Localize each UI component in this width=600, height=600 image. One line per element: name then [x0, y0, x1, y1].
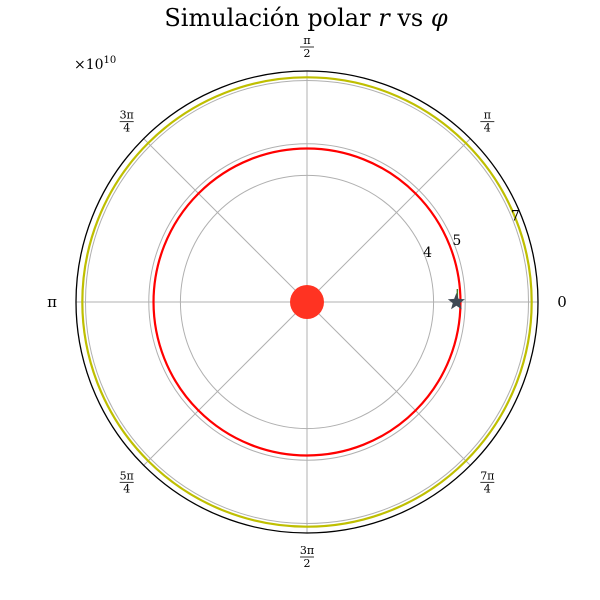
- radial-scale-offset-label: ×1010: [74, 55, 116, 73]
- angle-tick-numerator: 7π: [480, 469, 494, 482]
- angle-tick-numerator: 3π: [120, 109, 134, 122]
- angle-tick-numerator: 3π: [300, 544, 314, 557]
- radial-tick-label-7: 7: [511, 209, 520, 225]
- star-marker: [447, 293, 465, 310]
- angle-tick-label-270: 3π2: [300, 544, 314, 570]
- radial-gridline-7: [84, 79, 530, 525]
- angular-gridline-7: [306, 301, 471, 466]
- angle-tick-denominator: 4: [123, 122, 130, 135]
- polar-grid: [75, 70, 539, 534]
- chart-title: Simulación polar r vs φ: [164, 4, 448, 32]
- angle-tick-label-0: 0: [557, 293, 567, 311]
- angle-tick-label-315: 7π4: [480, 469, 494, 495]
- angle-tick-label-225: 5π4: [120, 469, 134, 495]
- radial-gridline-5: [148, 143, 466, 461]
- orbit-series: [81, 76, 533, 528]
- angle-tick-numerator: 5π: [120, 469, 134, 482]
- angle-tick-label-90: π2: [300, 34, 314, 60]
- angle-tick-denominator: 2: [304, 47, 311, 60]
- angular-gridline-1: [306, 138, 471, 303]
- angle-tick-label-135: 3π4: [120, 109, 134, 135]
- angle-tick-numerator: π: [303, 34, 310, 47]
- angular-gridline-3: [143, 138, 308, 303]
- orbit-line-1: [81, 76, 533, 528]
- angle-tick-label-45: π4: [480, 109, 495, 135]
- angle-tick-denominator: 4: [484, 482, 491, 495]
- polar-frame: [75, 70, 539, 534]
- radial-tick-label-4: 4: [423, 245, 432, 261]
- angle-tick-label-180: π: [47, 293, 57, 311]
- angle-tick-denominator: 4: [484, 122, 491, 135]
- angle-tick-denominator: 2: [304, 557, 311, 570]
- angle-tick-denominator: 4: [123, 482, 130, 495]
- angular-gridline-5: [143, 301, 308, 466]
- central-body-marker: [290, 285, 324, 319]
- radial-gridline-4: [179, 174, 435, 430]
- radial-tick-label-5: 5: [452, 233, 461, 249]
- angle-tick-numerator: π: [484, 109, 491, 122]
